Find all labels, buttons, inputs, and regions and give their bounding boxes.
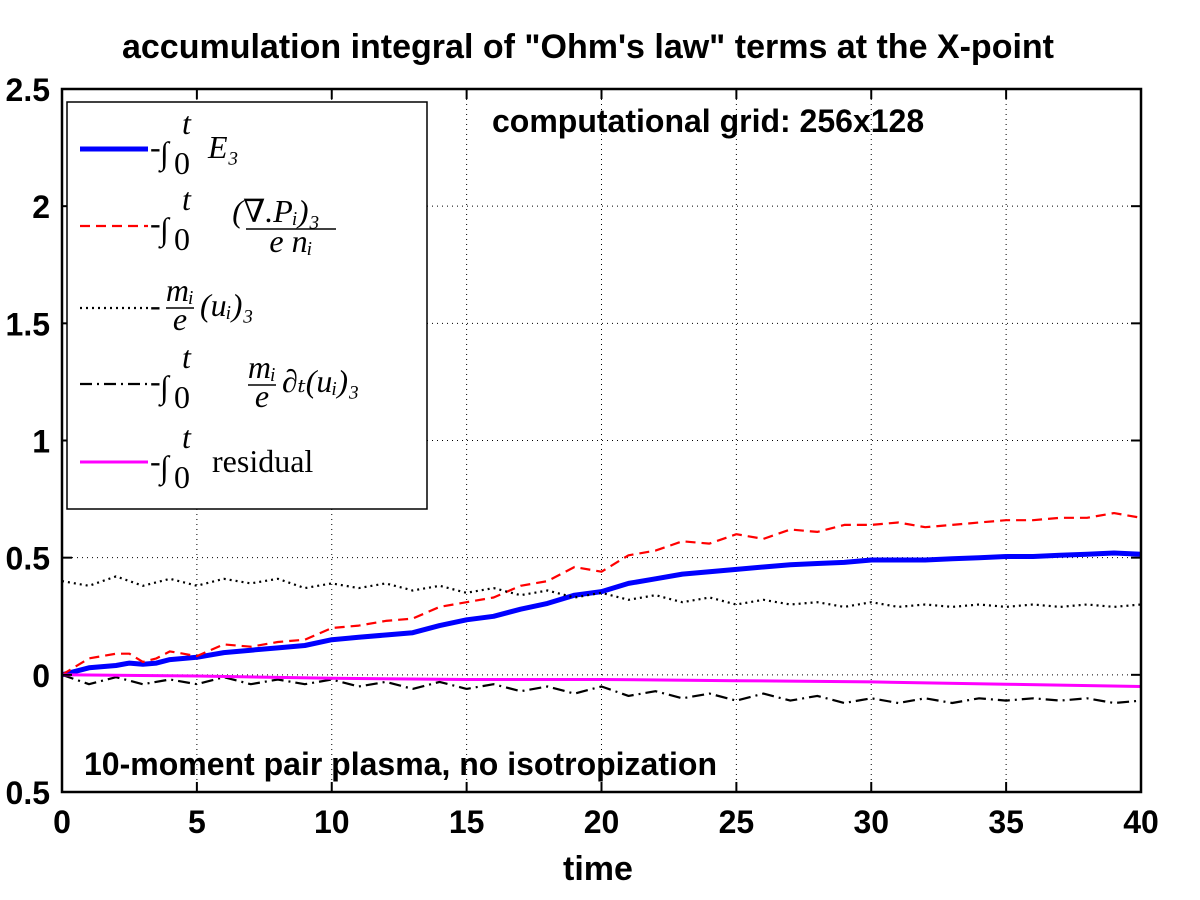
legend-upper-limit: t — [182, 419, 192, 455]
legend-integral: ∫ — [158, 211, 171, 249]
series-layer — [61, 511, 1142, 705]
y-tick-label: 0.5 — [6, 775, 50, 811]
chart-title: accumulation integral of "Ohm's law" ter… — [122, 28, 1054, 66]
x-axis-label: time — [563, 850, 633, 888]
legend-denominator: e — [255, 378, 269, 414]
x-tick-labels: 0 5 10 15 20 25 30 35 40 — [53, 804, 1159, 840]
x-tick-label: 30 — [853, 804, 889, 840]
y-tick-label: 0.5 — [6, 541, 50, 577]
legend-denominator: e — [173, 301, 187, 337]
x-tick-label: 15 — [449, 804, 485, 840]
axis-ticks — [61, 88, 1142, 793]
legend-integral: ∫ — [158, 369, 171, 407]
legend-prefix: - — [150, 205, 161, 241]
legend-entry-time-derivative: - ∫ t 0 mᵢ e ∂ₜ(uᵢ)₃ — [150, 339, 359, 415]
legend-numerator: mᵢ — [166, 272, 194, 308]
series-line-2 — [61, 511, 1142, 676]
legend-lower-limit: 0 — [174, 459, 190, 495]
y-tick-label: 1 — [32, 424, 50, 460]
legend-numerator: (∇.Pᵢ)₃ — [232, 193, 319, 229]
legend-numerator: mᵢ — [248, 349, 276, 385]
y-tick-label: 2.5 — [6, 72, 50, 108]
x-tick-label: 0 — [53, 804, 71, 840]
y-tick-labels: 0.5 0 0.5 1 1.5 2 2.5 — [6, 72, 50, 811]
legend-entry-pressure: - ∫ t 0 (∇.Pᵢ)₃ e nᵢ — [150, 181, 336, 259]
legend-denominator: e nᵢ — [269, 223, 312, 259]
legend-integral: ∫ — [158, 449, 171, 487]
legend-lines — [80, 146, 148, 464]
y-tick-label: 0 — [32, 658, 50, 694]
legend-upper-limit: t — [182, 181, 192, 217]
legend-entry-momentum: - mᵢ e (uᵢ)₃ — [150, 272, 254, 337]
series-line-1 — [61, 550, 1142, 678]
legend-prefix: - — [150, 129, 161, 165]
legend-entry-residual: - ∫ t 0 residual — [150, 419, 313, 495]
legend-upper-limit: t — [182, 105, 192, 141]
x-tick-label: 35 — [988, 804, 1024, 840]
legend-integrand: E₃ — [207, 129, 239, 165]
legend-integral: ∫ — [158, 135, 171, 173]
y-tick-label: 2 — [32, 189, 50, 225]
y-tick-label: 1.5 — [6, 306, 50, 342]
legend-box — [66, 101, 428, 510]
annotation-plasma-model: 10-moment pair plasma, no isotropization — [84, 746, 717, 782]
series-line-5 — [61, 673, 1142, 688]
legend-upper-limit: t — [182, 339, 192, 375]
x-tick-label: 20 — [584, 804, 620, 840]
x-tick-label: 5 — [188, 804, 206, 840]
series-line-4 — [61, 673, 1142, 705]
legend-prefix: - — [150, 287, 161, 323]
legend-prefix: - — [150, 443, 161, 479]
legend-body: ∂ₜ(uᵢ)₃ — [282, 363, 359, 399]
series-line-3 — [61, 575, 1142, 609]
legend-lower-limit: 0 — [174, 221, 190, 257]
legend-prefix: - — [150, 363, 161, 399]
annotation-grid-size: computational grid: 256x128 — [492, 103, 924, 139]
legend-integrand: residual — [212, 443, 313, 479]
legend: - ∫ t 0 E₃ - ∫ t 0 (∇.Pᵢ)₃ e nᵢ - mᵢ e (… — [66, 101, 428, 510]
x-tick-label: 40 — [1123, 804, 1159, 840]
legend-body: (uᵢ)₃ — [200, 287, 254, 323]
legend-entry-e3: - ∫ t 0 E₃ — [150, 105, 239, 181]
x-tick-label: 10 — [314, 804, 350, 840]
x-tick-label: 25 — [719, 804, 755, 840]
legend-lower-limit: 0 — [174, 379, 190, 415]
legend-lower-limit: 0 — [174, 145, 190, 181]
